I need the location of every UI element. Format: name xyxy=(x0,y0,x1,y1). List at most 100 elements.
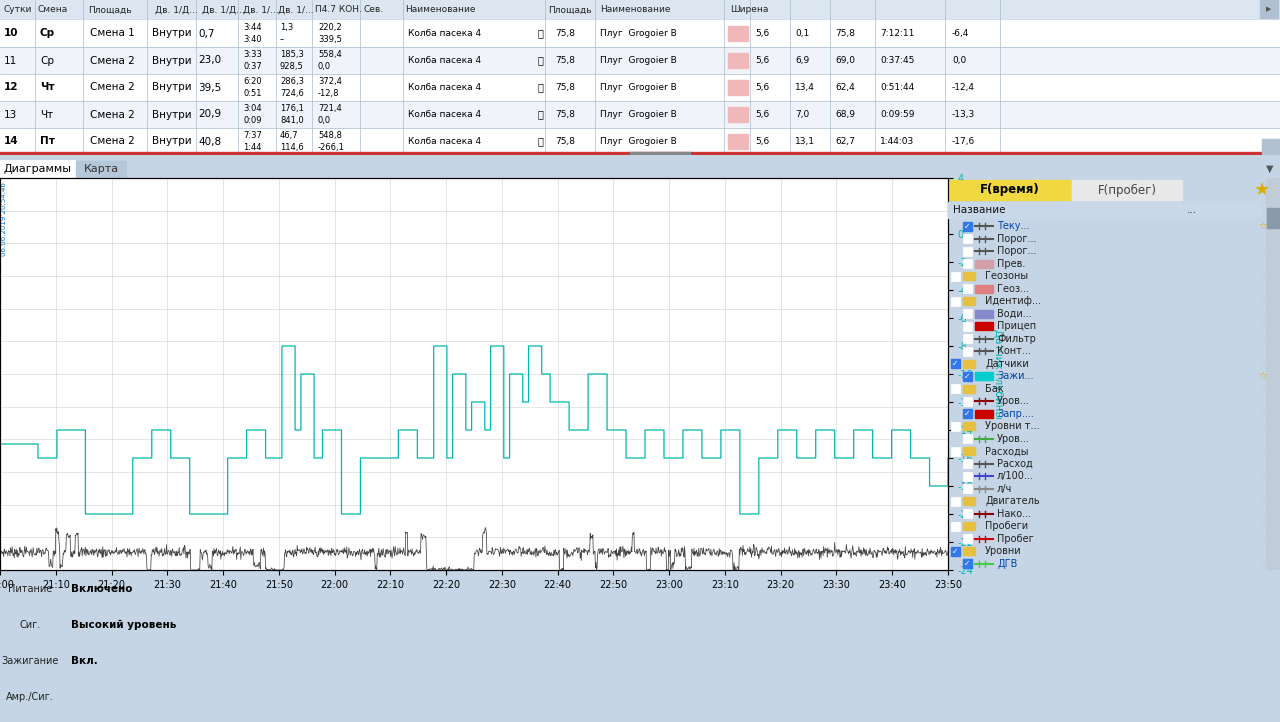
Bar xyxy=(963,447,975,456)
Text: 0,0: 0,0 xyxy=(952,56,966,65)
Text: ☆: ☆ xyxy=(1258,409,1267,419)
Text: ☆: ☆ xyxy=(1258,384,1267,393)
Bar xyxy=(963,372,972,380)
Bar xyxy=(963,247,972,256)
Text: ✓: ✓ xyxy=(964,560,970,568)
Text: Внутри: Внутри xyxy=(152,82,192,92)
Bar xyxy=(76,161,125,177)
Bar xyxy=(963,522,975,530)
Text: 62,4: 62,4 xyxy=(835,83,855,92)
Text: ▶: ▶ xyxy=(1266,6,1272,12)
Text: Запр....: Запр.... xyxy=(997,409,1034,419)
Text: 3:44: 3:44 xyxy=(243,23,261,32)
Text: 5,6: 5,6 xyxy=(755,29,769,38)
Bar xyxy=(0,20,1280,47)
Bar xyxy=(950,180,1070,200)
Text: 📍: 📍 xyxy=(538,110,544,120)
Text: 20,9: 20,9 xyxy=(198,110,221,120)
Bar xyxy=(1267,208,1279,228)
Text: 724,6: 724,6 xyxy=(280,89,303,98)
Text: ☆: ☆ xyxy=(1258,471,1267,482)
Text: Колба пасека 4: Колба пасека 4 xyxy=(408,56,481,65)
Text: ☆: ☆ xyxy=(1258,234,1267,244)
Bar xyxy=(963,422,975,430)
Text: Бак: Бак xyxy=(986,384,1004,393)
Text: 13: 13 xyxy=(4,110,17,120)
Text: –: – xyxy=(280,35,284,44)
Text: ☆: ☆ xyxy=(1258,534,1267,544)
Text: ☆: ☆ xyxy=(1258,446,1267,456)
Text: Геозоны: Геозоны xyxy=(986,271,1028,282)
Bar xyxy=(963,361,970,364)
Bar xyxy=(975,373,993,380)
Text: Дв. 1/Д...: Дв. 1/Д... xyxy=(155,6,197,14)
Text: Прев.: Прев. xyxy=(997,258,1025,269)
Text: -17,6: -17,6 xyxy=(952,137,975,146)
Text: ДГВ: ДГВ xyxy=(997,559,1018,569)
Text: ☆: ☆ xyxy=(1258,221,1267,231)
Bar xyxy=(963,459,972,469)
Text: 5,6: 5,6 xyxy=(755,83,769,92)
Text: 0,0: 0,0 xyxy=(317,62,332,71)
Bar xyxy=(0,0,1280,18)
Text: Уровни т...: Уровни т... xyxy=(986,421,1039,431)
Text: Плуг  Grogoier B: Плуг Grogoier B xyxy=(600,83,677,92)
Bar xyxy=(963,409,972,418)
Text: П4.7 КОН.: П4.7 КОН. xyxy=(315,6,362,14)
Text: л/ч: л/ч xyxy=(997,484,1012,494)
Text: 0:51:44: 0:51:44 xyxy=(881,83,914,92)
Bar xyxy=(728,80,748,95)
Text: 📍: 📍 xyxy=(538,28,544,38)
Bar xyxy=(951,384,960,393)
Text: 6:20: 6:20 xyxy=(243,77,261,86)
Text: Води...: Води... xyxy=(997,309,1032,318)
Text: ☆: ☆ xyxy=(1258,347,1267,356)
Text: ☆: ☆ xyxy=(1258,559,1267,569)
Text: 23,0: 23,0 xyxy=(198,56,221,66)
Text: ☆: ☆ xyxy=(1258,371,1267,381)
Text: л/100...: л/100... xyxy=(997,471,1034,482)
Text: Сиг.: Сиг. xyxy=(19,620,41,630)
Text: 10: 10 xyxy=(4,28,18,38)
Bar xyxy=(963,497,975,505)
Text: 176,1: 176,1 xyxy=(280,104,303,113)
Text: Наименование: Наименование xyxy=(404,6,475,14)
Text: 0:37: 0:37 xyxy=(243,62,261,71)
Text: 75,8: 75,8 xyxy=(556,110,575,119)
Text: Внутри: Внутри xyxy=(152,136,192,147)
Text: 114,6: 114,6 xyxy=(280,143,303,152)
Text: ☆: ☆ xyxy=(1258,334,1267,344)
Bar xyxy=(963,386,970,388)
Bar xyxy=(963,434,972,443)
Text: Смена 2: Смена 2 xyxy=(90,110,134,120)
Text: 13,4: 13,4 xyxy=(795,83,815,92)
Text: Карта: Карта xyxy=(83,164,119,174)
Text: ✓: ✓ xyxy=(952,547,959,556)
Bar xyxy=(963,423,970,426)
Bar xyxy=(951,271,960,281)
Text: 40,8: 40,8 xyxy=(198,136,221,147)
Text: -13,3: -13,3 xyxy=(952,110,975,119)
Bar xyxy=(1262,139,1280,155)
Bar xyxy=(1266,178,1280,570)
Text: Вкл.: Вкл. xyxy=(70,656,97,666)
Text: ✓: ✓ xyxy=(952,360,959,368)
Text: ▶: ▶ xyxy=(1267,142,1275,152)
Text: ▼: ▼ xyxy=(1266,164,1274,174)
Text: ☆: ☆ xyxy=(1258,271,1267,282)
Bar xyxy=(963,222,972,231)
Text: 339,5: 339,5 xyxy=(317,35,342,44)
Bar xyxy=(963,298,970,301)
Bar xyxy=(963,297,975,305)
Text: Зажигание: Зажигание xyxy=(1,656,59,666)
Text: Теку...: Теку... xyxy=(997,221,1029,231)
Text: Расходы: Расходы xyxy=(986,446,1029,456)
Text: Сутки: Сутки xyxy=(3,6,32,14)
Text: Название: Название xyxy=(954,205,1006,215)
Text: 0:09: 0:09 xyxy=(243,116,261,125)
Bar xyxy=(1073,180,1181,200)
Text: Внутри: Внутри xyxy=(152,56,192,66)
Text: Уров...: Уров... xyxy=(997,434,1030,444)
Text: 558,4: 558,4 xyxy=(317,50,342,59)
Text: 75,8: 75,8 xyxy=(556,137,575,146)
